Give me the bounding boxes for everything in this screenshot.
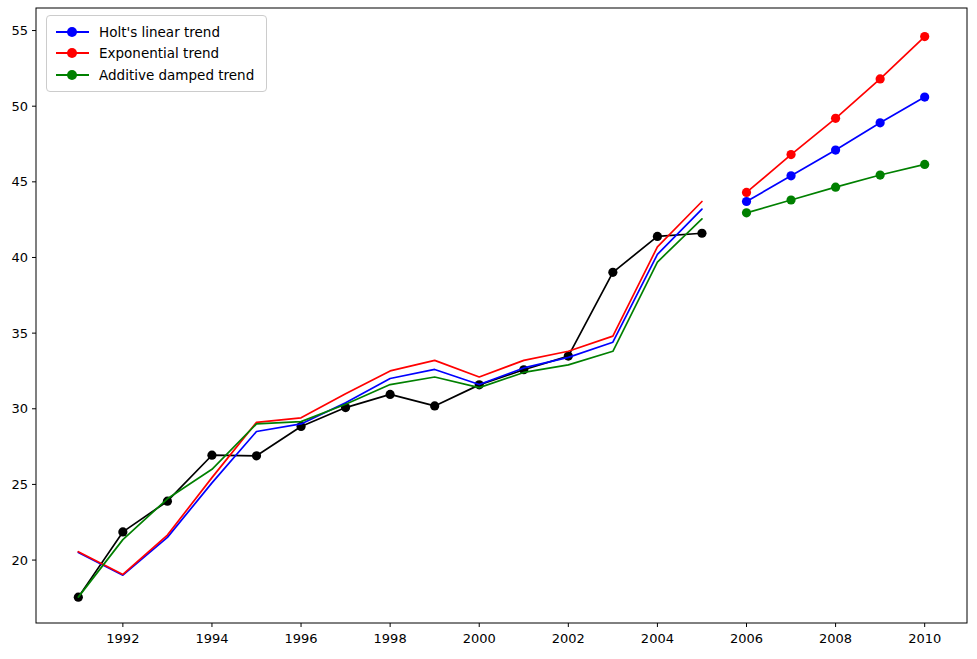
y-tick-label: 35 <box>11 326 28 341</box>
x-tick-label: 1992 <box>106 631 139 646</box>
series-holt-linear-forecast-marker <box>831 145 840 154</box>
series-observed-data-marker <box>252 451 261 460</box>
x-tick-label: 1998 <box>374 631 407 646</box>
series-exponential-fitted-line <box>78 202 702 575</box>
y-tick-label: 45 <box>11 174 28 189</box>
series-observed-data-marker <box>608 268 617 277</box>
series-holt-linear-forecast-marker <box>876 118 885 127</box>
x-tick-label: 1996 <box>284 631 317 646</box>
legend-label: Exponential trend <box>99 45 219 61</box>
series-exponential-forecast-marker <box>920 32 929 41</box>
series-observed-data-marker <box>118 527 127 536</box>
line-marker-icon <box>56 47 89 59</box>
legend-item-holt-linear: Holt's linear trend <box>56 21 254 43</box>
y-tick-label: 40 <box>11 250 28 265</box>
legend: Holt's linear trend Exponential trend Ad… <box>46 15 267 92</box>
x-tick-label: 2008 <box>819 631 852 646</box>
series-additive-damped-forecast-marker <box>831 183 840 192</box>
series-additive-damped-forecast-marker <box>786 195 795 204</box>
x-tick-label: 2006 <box>730 631 763 646</box>
series-observed-data-marker <box>653 232 662 241</box>
x-tick-label: 1994 <box>195 631 228 646</box>
series-exponential-forecast-marker <box>742 188 751 197</box>
x-tick-label: 2000 <box>463 631 496 646</box>
line-marker-icon <box>56 26 89 38</box>
y-tick-label: 20 <box>11 553 28 568</box>
series-exponential-forecast-marker <box>786 150 795 159</box>
series-additive-damped-forecast-marker <box>742 208 751 217</box>
y-tick-label: 55 <box>11 23 28 38</box>
series-holt-linear-forecast-marker <box>920 93 929 102</box>
y-tick-label: 25 <box>11 477 28 492</box>
series-observed-data-marker <box>386 390 395 399</box>
series-holt-linear-forecast-marker <box>786 171 795 180</box>
series-exponential-forecast-marker <box>831 114 840 123</box>
y-tick-label: 30 <box>11 401 28 416</box>
figure: 1992 1994 1996 1998 2000 2002 2004 2006 2008 2010… <box>0 0 977 659</box>
plot-frame <box>36 8 967 623</box>
series-observed-data-line <box>78 233 702 597</box>
series-holt-linear-forecast-marker <box>742 197 751 206</box>
chart-svg: 1992 1994 1996 1998 2000 2002 2004 2006 2008 2010… <box>0 0 977 659</box>
series-observed-data-marker <box>697 229 706 238</box>
series-observed-data-marker <box>207 451 216 460</box>
legend-label: Additive damped trend <box>99 67 254 83</box>
legend-item-additive-damped: Additive damped trend <box>56 64 254 86</box>
y-tick-label: 50 <box>11 99 28 114</box>
series-additive-damped-forecast-marker <box>876 170 885 179</box>
x-tick-label: 2004 <box>641 631 674 646</box>
series-observed-data-marker <box>430 401 439 410</box>
legend-label: Holt's linear trend <box>99 24 220 40</box>
series-additive-damped-fitted-line <box>78 219 702 597</box>
series-exponential-forecast-marker <box>876 74 885 83</box>
legend-item-exponential: Exponential trend <box>56 43 254 65</box>
x-tick-label: 2010 <box>908 631 941 646</box>
line-marker-icon <box>56 69 89 81</box>
x-tick-label: 2002 <box>552 631 585 646</box>
series-additive-damped-forecast-marker <box>920 160 929 169</box>
